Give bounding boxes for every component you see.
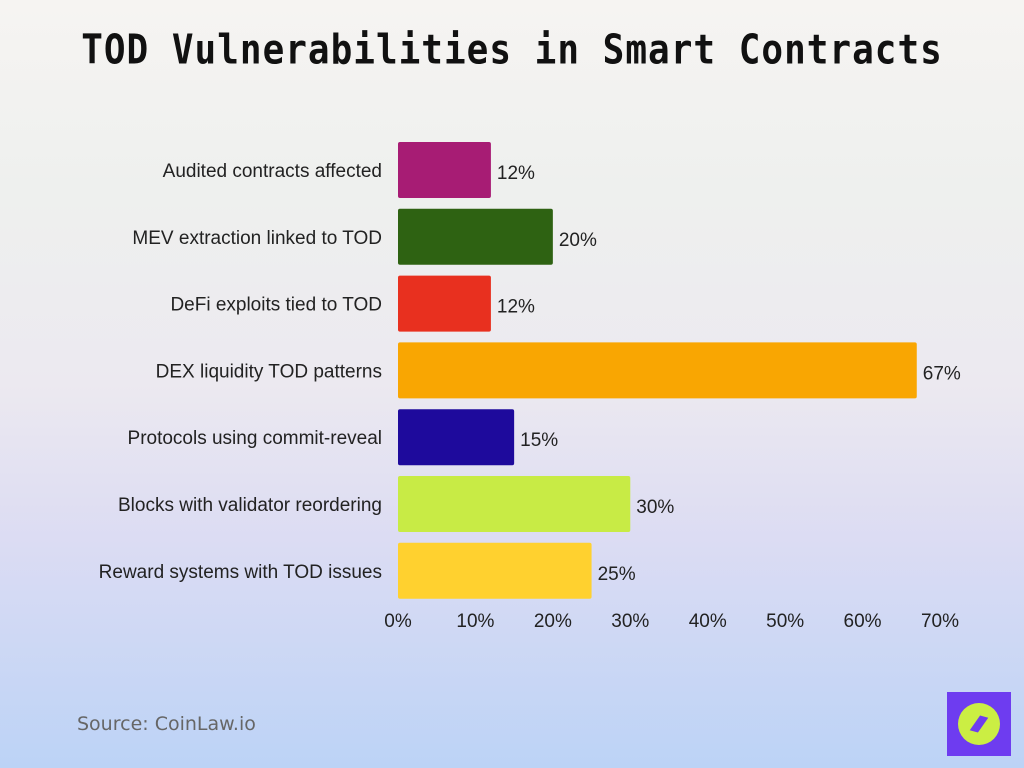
x-tick-label: 70% [921,611,959,632]
bar [398,409,515,466]
category-label: Protocols using commit-reveal [128,428,382,449]
x-tick-label: 10% [456,611,494,632]
category-label: DEX liquidity TOD patterns [156,361,382,382]
data-label: 15% [520,430,558,451]
bar [398,542,592,599]
bar [398,142,491,198]
category-label: Blocks with validator reordering [118,495,382,516]
x-tick-label: 40% [689,611,727,632]
bar [398,275,491,332]
compass-icon [947,692,1011,756]
category-label: DeFi exploits tied to TOD [170,295,382,316]
data-label: 25% [598,564,636,585]
category-label: Reward systems with TOD issues [99,562,382,583]
data-label: 67% [923,363,961,384]
x-tick-label: 60% [844,611,882,632]
data-label: 20% [559,230,597,251]
x-tick-label: 20% [534,611,572,632]
source-text: Source: CoinLaw.io [77,713,256,735]
data-label: 12% [497,163,535,184]
bar [398,476,631,532]
bar [398,208,553,265]
bar [398,342,917,399]
x-tick-label: 50% [766,611,804,632]
category-label: MEV extraction linked to TOD [132,228,382,249]
data-label: 30% [636,497,674,518]
x-tick-label: 30% [611,611,649,632]
x-tick-label: 0% [384,611,412,632]
chart-title: TOD Vulnerabilities in Smart Contracts [81,26,943,75]
category-label: Audited contracts affected [163,161,382,182]
data-label: 12% [497,297,535,318]
